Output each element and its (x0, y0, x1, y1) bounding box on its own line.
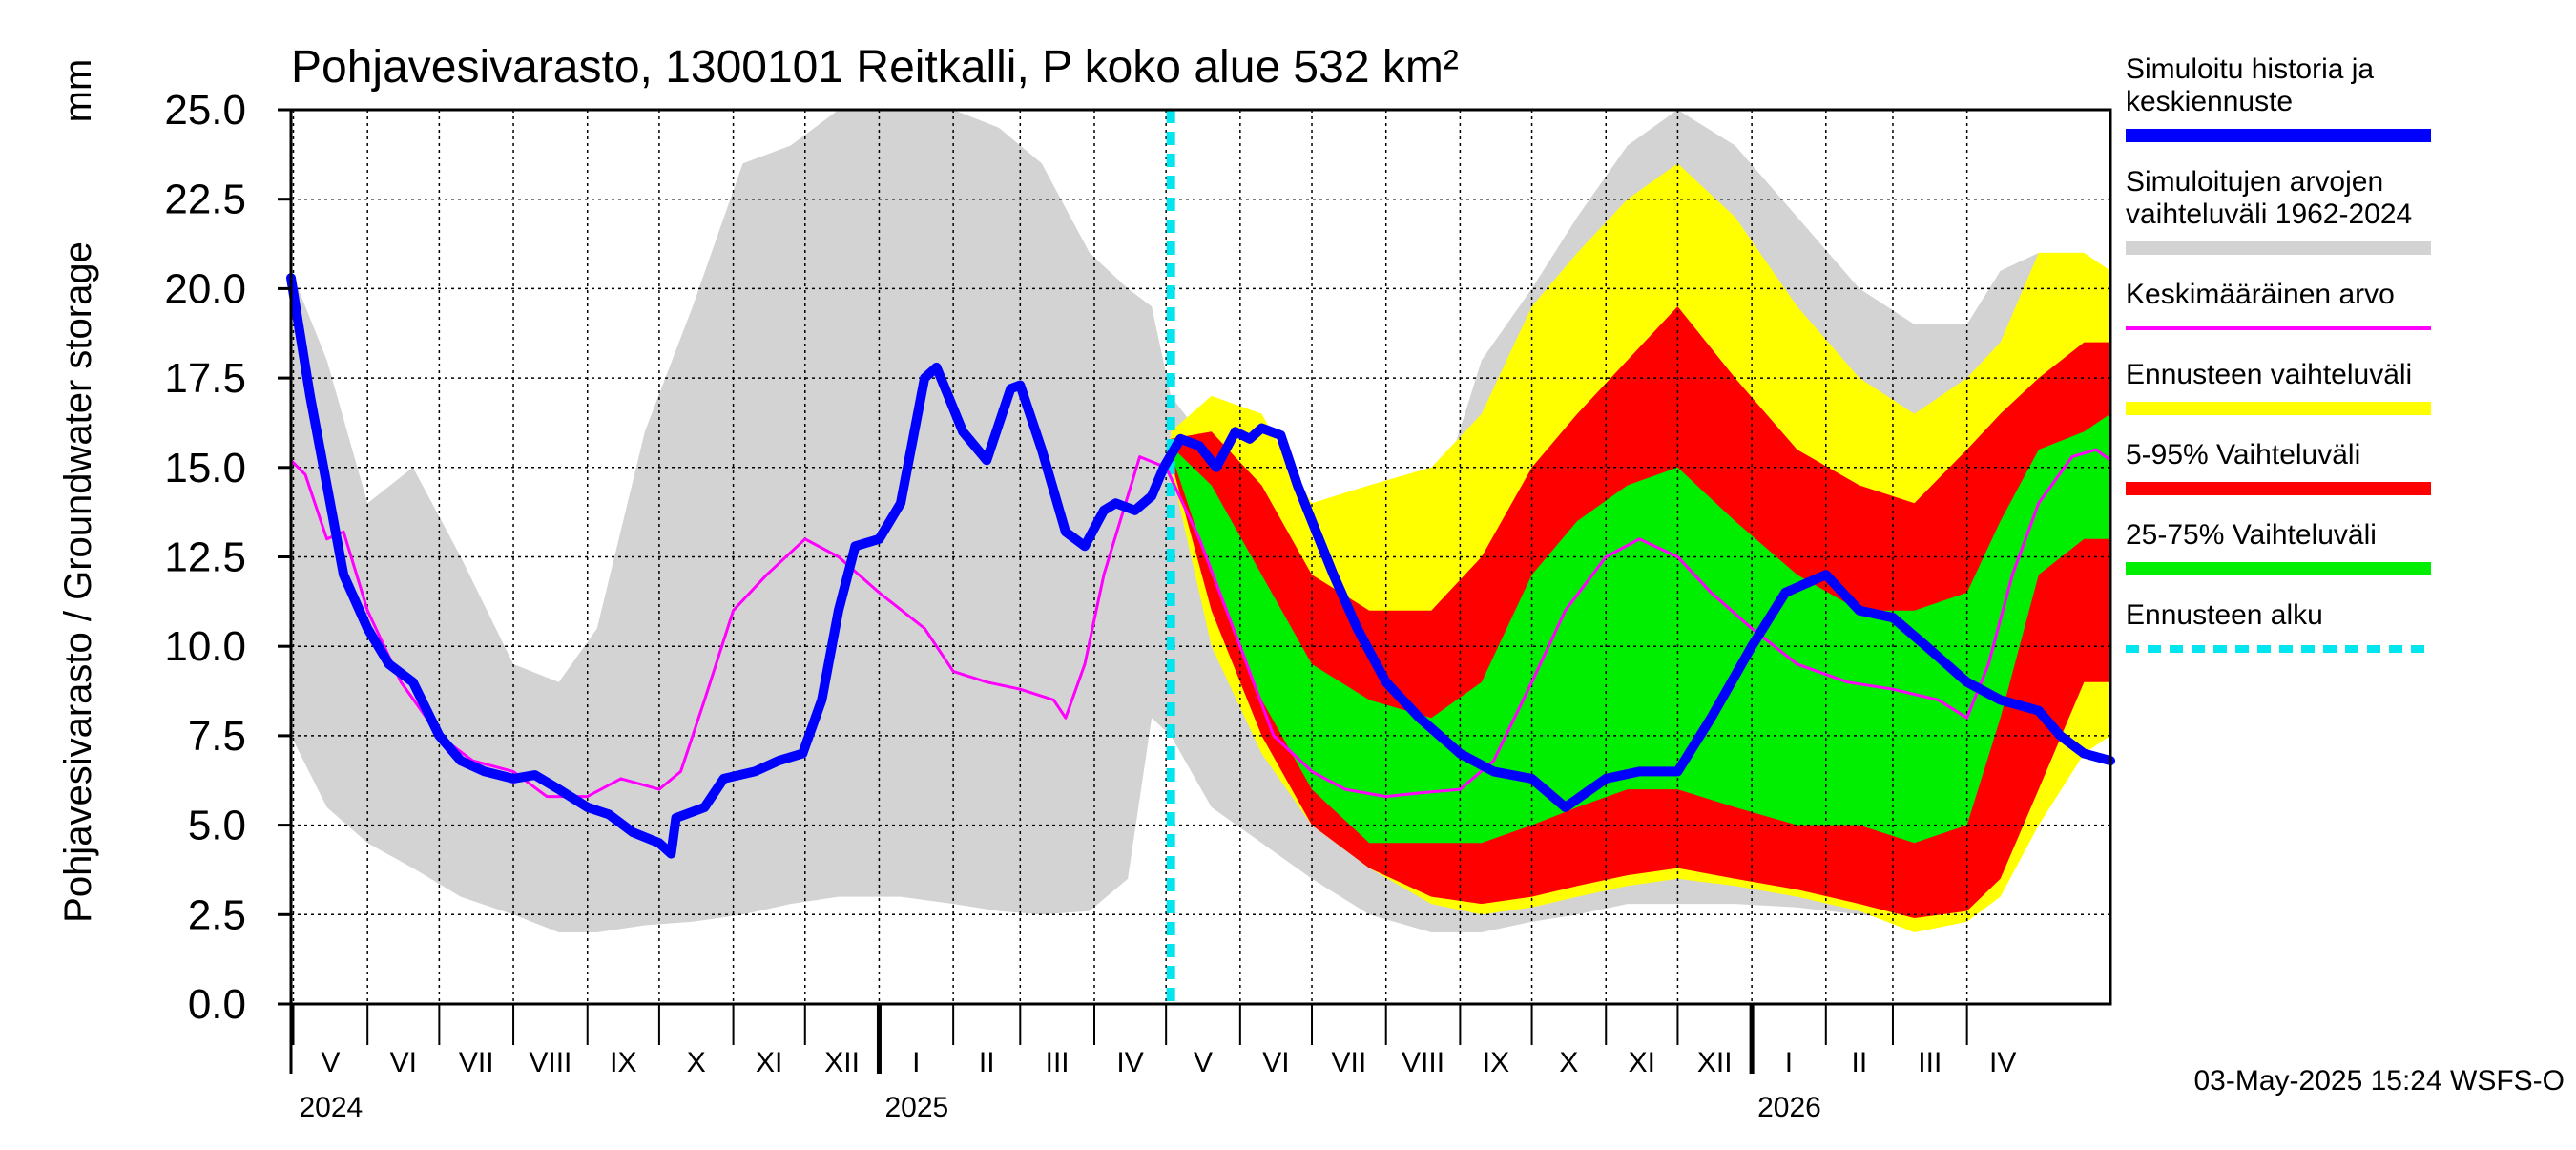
forecast-bands (291, 110, 2110, 932)
month-label: VI (1262, 1047, 1289, 1078)
series-line-1 (286, 273, 2115, 859)
month-label: XI (756, 1047, 782, 1078)
month-label: IX (1483, 1047, 1509, 1078)
y-tick-label: 10.0 (164, 623, 246, 670)
month-label: VIII (529, 1047, 571, 1078)
y-tick-label: 7.5 (188, 713, 246, 760)
month-label: II (979, 1047, 995, 1078)
y-axis-label: Pohjavesivarasto / Groundwater storage (57, 241, 99, 923)
y-tick-label: 20.0 (164, 265, 246, 312)
month-label: I (1785, 1047, 1793, 1078)
month-label: V (321, 1047, 340, 1078)
legend-label: keskiennuste (2126, 86, 2293, 117)
month-label: IV (1116, 1047, 1143, 1078)
year-label: 2026 (1757, 1092, 1821, 1123)
month-label: X (1559, 1047, 1578, 1078)
y-tick-label: 17.5 (164, 355, 246, 402)
month-label: IX (610, 1047, 636, 1078)
legend-label: 5-95% Vaihteluväli (2126, 439, 2360, 470)
y-tick-label: 0.0 (188, 981, 246, 1028)
month-label: XI (1629, 1047, 1655, 1078)
year-label: 2024 (300, 1092, 364, 1123)
x-axis-months: V VI VII VIII IX X XI XII I II III IV V VI VII VIII IX X X… (289, 1004, 2016, 1123)
y-axis-unit: mm (57, 59, 99, 123)
legend-label: Simuloitujen arvojen (2126, 166, 2383, 198)
legend-label: Ennusteen alku (2126, 599, 2323, 631)
chart-title: Pohjavesivarasto, 1300101 Reitkalli, P k… (291, 42, 1459, 93)
legend-label: Simuloitu historia ja (2126, 53, 2374, 85)
month-label: XII (824, 1047, 860, 1078)
series-line-0 (289, 448, 2112, 799)
y-axis-ticks: 0.0 2.5 5.0 7.5 10.0 12.5 15.0 17.5 20.0 22.5 25.0 (164, 87, 291, 1028)
legend-label: 25-75% Vaihteluväli (2126, 519, 2377, 551)
year-label: 2025 (884, 1092, 948, 1123)
legend-label: Ennusteen vaihteluväli (2126, 359, 2412, 390)
month-label: I (912, 1047, 920, 1078)
month-label: II (1852, 1047, 1868, 1078)
month-label: XII (1697, 1047, 1733, 1078)
timestamp-footer: 03-May-2025 15:24 WSFS-O (2194, 1065, 2566, 1097)
month-label: VII (1332, 1047, 1367, 1078)
y-tick-label: 25.0 (164, 87, 246, 134)
y-tick-label: 15.0 (164, 445, 246, 491)
y-tick-label: 5.0 (188, 803, 246, 849)
month-label: VII (459, 1047, 494, 1078)
month-label: VIII (1402, 1047, 1444, 1078)
month-label: X (687, 1047, 706, 1078)
series-lines (286, 110, 2115, 1004)
legend-label: Keskimääräinen arvo (2126, 279, 2395, 310)
legend-label: vaihteluväli 1962-2024 (2126, 199, 2412, 230)
month-label: V (1194, 1047, 1213, 1078)
month-label: VI (390, 1047, 417, 1078)
month-label: III (1918, 1047, 1942, 1078)
month-label: III (1046, 1047, 1070, 1078)
y-tick-label: 2.5 (188, 891, 246, 938)
y-tick-label: 22.5 (164, 177, 246, 223)
y-tick-label: 12.5 (164, 534, 246, 581)
month-label: IV (1989, 1047, 2016, 1078)
